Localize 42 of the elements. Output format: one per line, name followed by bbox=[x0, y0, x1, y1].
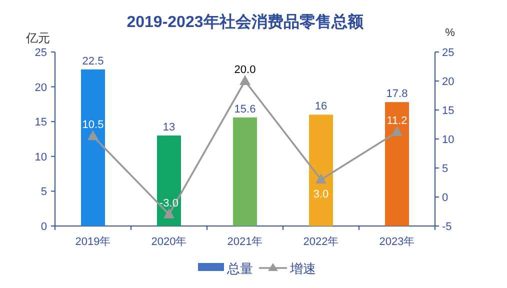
point bbox=[88, 130, 98, 140]
point bbox=[164, 208, 174, 218]
x-tick-label: 2020年 bbox=[151, 236, 187, 248]
y-tick-label: 25 bbox=[34, 47, 47, 59]
x-tick-label: 2021年 bbox=[227, 236, 263, 248]
data-label: 3.0 bbox=[313, 188, 329, 201]
data-label: 10.5 bbox=[82, 119, 104, 132]
y2-tick-label: 15 bbox=[442, 105, 454, 117]
y2-tick-label: 0 bbox=[442, 192, 448, 204]
y-axis-title: 亿元 bbox=[25, 31, 50, 45]
data-label: 15.6 bbox=[234, 103, 256, 116]
x-tick-label: 2019年 bbox=[75, 236, 111, 248]
data-label: 11.2 bbox=[386, 115, 408, 128]
y2-tick-label: 20 bbox=[442, 76, 454, 88]
bar bbox=[385, 102, 409, 226]
data-label: 13 bbox=[162, 122, 176, 134]
bar bbox=[233, 117, 257, 226]
point bbox=[392, 126, 402, 136]
y2-tick-label: 25 bbox=[442, 47, 454, 59]
y-tick-label: 15 bbox=[34, 116, 47, 129]
data-label: 20.0 bbox=[234, 64, 256, 76]
data-label: 22.5 bbox=[82, 55, 104, 68]
legend-label: 增速 bbox=[289, 261, 316, 276]
data-label: 16 bbox=[314, 100, 328, 113]
data-label: 17.8 bbox=[386, 88, 408, 100]
y-tick-label: 5 bbox=[40, 186, 47, 198]
y2-axis-title: % bbox=[445, 27, 456, 39]
y-tick-label: 10 bbox=[34, 151, 47, 164]
x-tick-label: 2022年 bbox=[303, 236, 339, 248]
y2-tick-label: -5 bbox=[442, 221, 452, 233]
bar bbox=[157, 136, 181, 226]
x-tick-label: 2023年 bbox=[379, 236, 415, 248]
bar bbox=[309, 114, 333, 226]
y2-tick-label: 5 bbox=[442, 163, 448, 175]
y-tick-label: 0 bbox=[40, 221, 47, 233]
point bbox=[240, 75, 250, 85]
y-tick-label: 20 bbox=[34, 82, 47, 94]
bar bbox=[81, 69, 105, 226]
chart-title: 2019-2023年社会消费品零售总额 bbox=[126, 13, 364, 31]
text: 总量 bbox=[226, 261, 253, 276]
point bbox=[316, 174, 326, 184]
y2-tick-label: 10 bbox=[442, 134, 454, 146]
